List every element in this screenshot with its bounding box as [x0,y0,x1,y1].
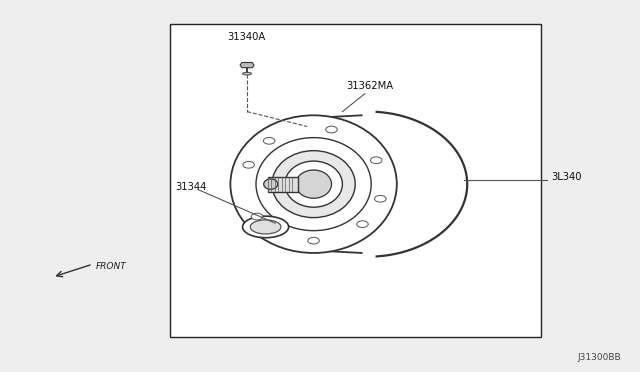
Ellipse shape [250,220,281,234]
Ellipse shape [256,138,371,231]
Ellipse shape [356,221,368,227]
Ellipse shape [264,138,275,144]
Bar [268,177,298,192]
Ellipse shape [243,72,252,75]
Text: 31340A: 31340A [227,32,266,42]
Ellipse shape [252,213,263,220]
Ellipse shape [230,115,397,253]
Ellipse shape [243,216,289,238]
Ellipse shape [371,157,382,164]
Ellipse shape [374,195,386,202]
Text: J31300BB: J31300BB [577,353,621,362]
Text: 31362MA: 31362MA [346,80,394,90]
Text: FRONT: FRONT [96,262,127,271]
Ellipse shape [326,126,337,133]
Ellipse shape [264,179,278,189]
Text: 3L340: 3L340 [552,171,582,182]
Ellipse shape [243,161,255,168]
Text: 31344: 31344 [175,182,207,192]
Ellipse shape [296,170,332,198]
Bar [170,24,541,337]
Ellipse shape [308,237,319,244]
Ellipse shape [285,161,342,207]
Ellipse shape [272,151,355,218]
Polygon shape [240,62,254,68]
